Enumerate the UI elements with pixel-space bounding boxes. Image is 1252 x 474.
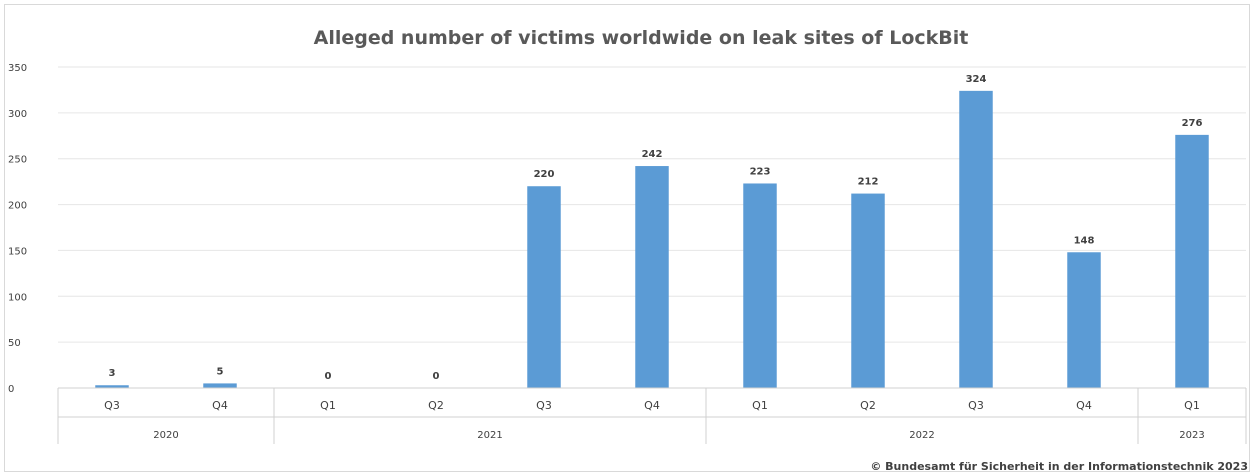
y-tick-label: 0 <box>8 384 14 395</box>
y-tick-label: 250 <box>8 155 27 166</box>
data-label: 220 <box>534 169 555 180</box>
x-tick-label: Q1 <box>1184 399 1200 412</box>
bar <box>527 186 561 388</box>
x-axis: Q3 Q4 Q1 Q2 Q3 Q4 Q1 Q2 Q3 Q4 Q1 2020 2021 2022 2023 <box>57 387 1247 444</box>
y-axis-tick-labels: 0 50 100 150 200 250 300 350 <box>8 63 27 395</box>
bar <box>851 193 885 388</box>
x-tick-label: Q3 <box>104 399 120 412</box>
chart-frame <box>4 4 1250 472</box>
data-label: 148 <box>1074 235 1095 246</box>
chart-title: Alleged number of victims worldwide on l… <box>314 27 969 49</box>
y-tick-label: 50 <box>8 338 21 349</box>
x-tick-label: Q4 <box>1076 399 1092 412</box>
data-label: 242 <box>642 149 663 160</box>
bar <box>635 166 669 388</box>
data-label: 324 <box>966 74 987 85</box>
x-tick-label: Q1 <box>320 399 336 412</box>
x-tick-label: Q2 <box>860 399 876 412</box>
data-label: 223 <box>750 166 771 177</box>
data-labels: 3 5 0 0 220 242 223 212 324 148 276 <box>109 74 1203 382</box>
data-label: 0 <box>433 371 440 382</box>
x-group-label: 2021 <box>477 430 502 441</box>
data-label: 5 <box>217 366 224 377</box>
y-tick-label: 300 <box>8 109 27 120</box>
data-label: 276 <box>1182 118 1203 129</box>
copyright-notice: © Bundesamt für Sicherheit in der Inform… <box>870 460 1248 473</box>
bar <box>743 183 777 388</box>
x-tick-label: Q1 <box>752 399 768 412</box>
x-group-label: 2020 <box>153 430 178 441</box>
x-tick-label: Q4 <box>644 399 660 412</box>
gridlines <box>58 66 1246 343</box>
y-tick-label: 150 <box>8 246 27 257</box>
x-tick-label: Q2 <box>428 399 444 412</box>
x-tick-label: Q4 <box>212 399 228 412</box>
x-group-label: 2023 <box>1179 430 1204 441</box>
bar <box>203 383 237 388</box>
bar <box>1067 252 1101 388</box>
bar <box>959 90 993 389</box>
y-tick-label: 100 <box>8 292 27 303</box>
data-label: 212 <box>858 177 879 188</box>
data-label: 0 <box>325 371 332 382</box>
bar <box>95 385 129 388</box>
x-tick-label: Q3 <box>536 399 552 412</box>
x-tick-label: Q3 <box>968 399 984 412</box>
y-tick-label: 200 <box>8 201 27 212</box>
y-tick-label: 350 <box>8 63 27 74</box>
bar <box>1175 134 1209 388</box>
bars <box>95 90 1209 389</box>
x-group-label: 2022 <box>909 430 934 441</box>
data-label: 3 <box>109 368 116 379</box>
